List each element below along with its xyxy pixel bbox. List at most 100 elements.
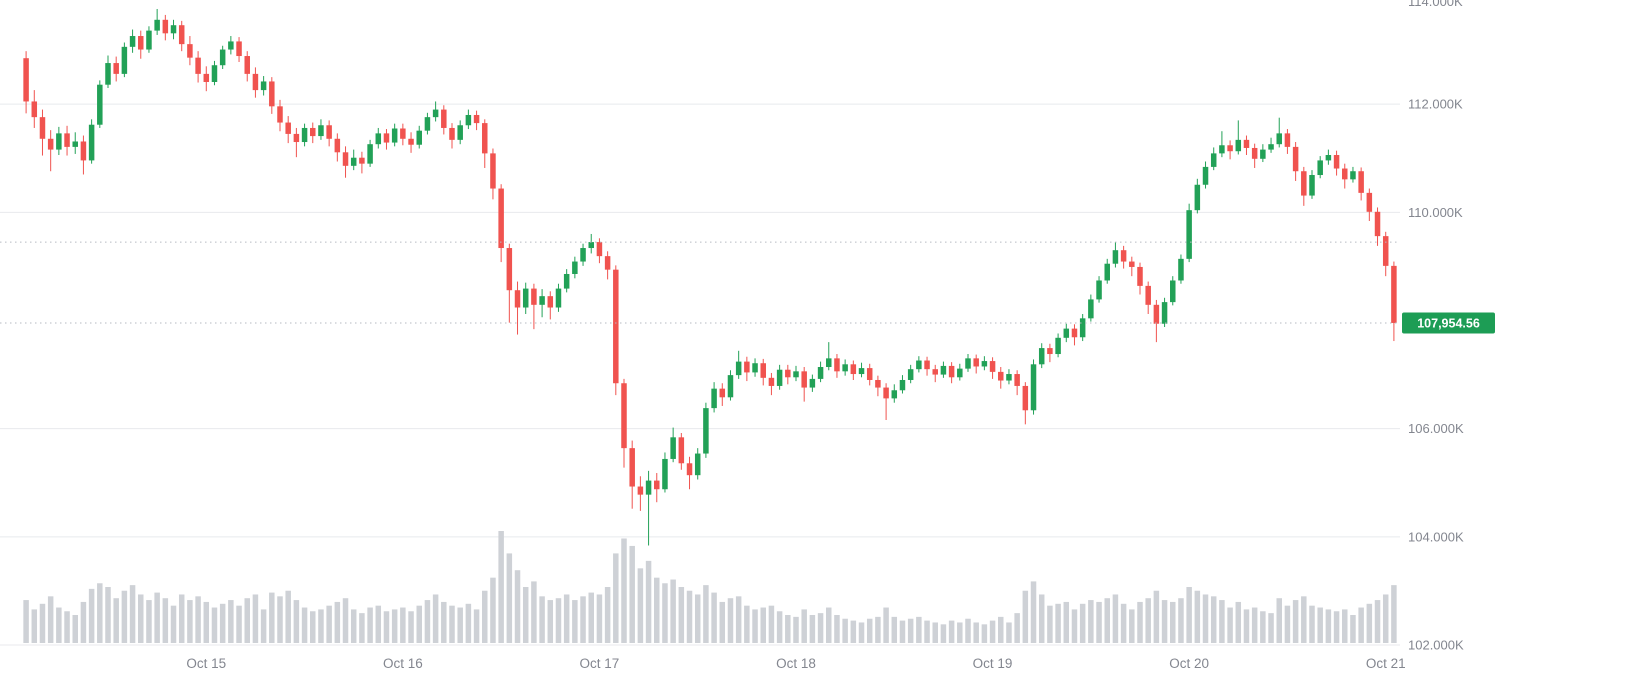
candle-up (1276, 133, 1282, 145)
candle-down (1251, 147, 1258, 159)
volume-bar (768, 605, 775, 643)
candle-up (375, 133, 382, 145)
volume-bar (654, 577, 660, 643)
volume-bar (424, 600, 431, 643)
volume-bar (170, 605, 177, 643)
candle-up (301, 127, 308, 143)
candle-up (1161, 302, 1168, 324)
candle-up (907, 369, 914, 380)
candle-up (842, 364, 848, 372)
candle-down (1391, 265, 1397, 323)
volume-bar (735, 596, 742, 643)
price-axis[interactable]: 114.000K 112.000K 110.000K 106.000K 104.000K… (1408, 0, 1464, 653)
volume-bar (441, 601, 447, 643)
candle-up (858, 368, 865, 375)
volume-bar (490, 577, 496, 643)
volume-bar (1260, 611, 1266, 643)
volume-bar (1342, 609, 1348, 643)
candle-down (875, 379, 881, 388)
volume-bar (1366, 603, 1373, 643)
volume-bar (678, 587, 685, 643)
volume-bar (891, 616, 898, 643)
candle-down (629, 448, 635, 487)
volume-bar (1120, 603, 1127, 643)
candle-up (588, 242, 594, 249)
candle-up (1006, 374, 1012, 381)
volume-bar (342, 598, 349, 643)
volume-bar (113, 598, 119, 643)
volume-bar (236, 605, 242, 643)
candle-down (334, 138, 341, 153)
candle-up (465, 114, 472, 126)
candle-up (1104, 263, 1110, 281)
candle-up (899, 379, 906, 391)
candle-up (555, 288, 562, 308)
volume-bar (498, 531, 504, 643)
candle-down (932, 369, 938, 375)
candle-down (834, 358, 840, 372)
candle-up (211, 65, 218, 82)
volume-bar (146, 600, 152, 643)
volume-bar (1129, 609, 1135, 643)
candle-up (72, 141, 78, 147)
volume-bar (228, 600, 234, 643)
volume-bar (506, 553, 513, 643)
candle-down (285, 122, 291, 134)
candle-down (654, 480, 660, 490)
price-axis-label: 112.000K (1408, 97, 1463, 112)
candle-down (686, 463, 693, 476)
volume-bar (588, 592, 594, 643)
time-axis-label: Oct 18 (776, 656, 816, 671)
volume-bar (416, 605, 422, 643)
time-axis[interactable]: Oct 15 Oct 16 Oct 17 Oct 18 Oct 19 Oct 20 Oct … (186, 656, 1405, 671)
candle-down (637, 486, 644, 495)
candle-up (1178, 258, 1184, 281)
candle-down (1071, 328, 1078, 338)
candle-up (1079, 318, 1086, 338)
volume-bar (957, 622, 963, 643)
volume-bar (359, 613, 365, 643)
candle-down (1145, 285, 1151, 305)
candle-up (457, 125, 463, 140)
volume-bar (1006, 622, 1012, 643)
volume-bar (998, 616, 1004, 643)
volume-bar (326, 605, 332, 643)
candle-down (138, 36, 144, 50)
candle-up (1055, 337, 1061, 355)
time-axis-label: Oct 17 (580, 656, 620, 671)
volume-bar (23, 600, 29, 643)
volume-bar (866, 618, 873, 643)
candle-up (318, 125, 324, 137)
candle-up (752, 363, 758, 373)
candle-down (1333, 155, 1340, 169)
candle-down (621, 383, 627, 449)
candle-down (948, 365, 955, 378)
candle-up (1317, 160, 1323, 176)
candle-down (1301, 171, 1307, 196)
volume-bar (1071, 609, 1078, 643)
candle-down (547, 296, 554, 308)
candle-up (1194, 184, 1201, 211)
volume-bar (408, 611, 414, 643)
candle-down (1342, 168, 1348, 180)
volume-bar (473, 609, 480, 643)
candle-up (735, 361, 742, 376)
last-price-badge-text: 107,954.56 (1417, 316, 1480, 330)
candle-down (326, 125, 332, 139)
candle-down (269, 81, 275, 107)
candle-up (1350, 171, 1356, 180)
volume-bar (1210, 596, 1217, 643)
candle-down (310, 127, 316, 137)
candle-up (1268, 144, 1274, 150)
price-axis-label: 104.000K (1408, 529, 1464, 544)
candle-down (514, 290, 521, 308)
candle-down (187, 44, 193, 58)
candle-up (965, 358, 971, 369)
volume-bar (539, 596, 545, 643)
candle-up (826, 358, 832, 368)
candle-down (973, 358, 979, 367)
candle-up (1030, 364, 1037, 411)
candle-down (998, 371, 1004, 381)
